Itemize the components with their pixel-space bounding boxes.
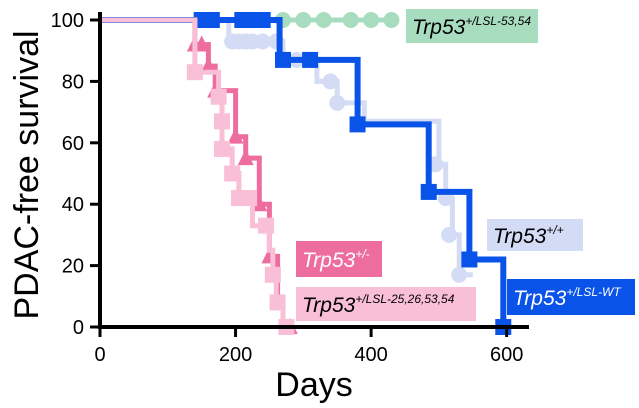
legend-label: Trp53+/LSL-WT [513, 285, 622, 310]
x-tick-label: 0 [94, 344, 105, 366]
y-tick-label: 80 [62, 71, 84, 93]
survival-curve [100, 17, 507, 327]
series-4 [100, 17, 295, 335]
ticks: 0 200 400 600 0 20 40 60 80 100 [51, 10, 524, 366]
legend-box [296, 241, 382, 277]
censor-marker [329, 94, 346, 111]
legend-item: Trp53+/LSL-WT [507, 279, 635, 315]
legend-box [296, 287, 476, 321]
legend-box [487, 219, 583, 251]
censor-marker [241, 12, 258, 28]
censor-marker [224, 165, 241, 182]
y-tick-label: 0 [73, 317, 84, 339]
censor-marker [186, 64, 203, 81]
censor-marker [451, 266, 468, 283]
x-axis-title: Days [275, 366, 352, 404]
x-tick-label: 200 [219, 344, 252, 366]
legend-genotype: +/- [355, 247, 369, 261]
legend-item: Trp53+/+ [487, 219, 583, 251]
censor-marker [264, 266, 281, 283]
censor-marker [214, 113, 230, 130]
y-tick-label: 20 [62, 256, 84, 278]
series-layer [100, 12, 512, 335]
censor-marker [251, 195, 268, 212]
censor-marker [241, 190, 258, 207]
censor-marker [258, 217, 275, 234]
censor-marker [441, 226, 458, 243]
legend-label: Trp53+/LSL-25,26,53,54 [302, 292, 455, 317]
censor-marker [203, 12, 220, 28]
censor-marker [322, 73, 339, 90]
legend-box [406, 9, 538, 43]
legend-genotype: +/+ [546, 223, 563, 237]
censor-marker [275, 51, 291, 68]
censor-marker [237, 149, 254, 166]
censor-marker [363, 12, 380, 28]
y-tick-label: 100 [51, 10, 84, 32]
legend-gene: Trp53 [493, 225, 547, 248]
censor-marker [254, 33, 271, 50]
legend-genotype: +/LSL-WT [566, 285, 622, 299]
censor-marker [342, 12, 359, 28]
censor-marker [461, 251, 478, 268]
legend: Trp53+/LSL-53,54Trp53+/+Trp53+/LSL-WTTrp… [296, 9, 635, 321]
y-axis-title: PDAC-free survival [8, 30, 46, 319]
censor-marker [193, 35, 210, 52]
legend-label: Trp53+/- [302, 247, 370, 272]
censor-marker [349, 116, 366, 133]
y-tick-label: 40 [62, 194, 84, 216]
legend-item: Trp53+/LSL-25,26,53,54 [296, 287, 476, 321]
censor-marker [210, 88, 227, 105]
y-tick-label: 60 [62, 133, 84, 155]
legend-label: Trp53+/+ [493, 223, 564, 248]
censor-marker [269, 294, 286, 311]
censor-marker [227, 127, 244, 144]
censor-marker [420, 183, 437, 200]
censor-marker [383, 12, 400, 28]
x-tick-label: 600 [490, 344, 523, 366]
censor-marker [302, 51, 319, 68]
legend-gene: Trp53 [513, 287, 567, 310]
axes [98, 12, 529, 329]
legend-item: Trp53+/- [296, 241, 382, 277]
legend-gene: Trp53 [302, 249, 356, 272]
legend-genotype: +/LSL-53,54 [465, 14, 531, 28]
censor-marker [200, 57, 217, 74]
censor-marker [295, 12, 312, 28]
x-tick-label: 400 [354, 344, 387, 366]
censor-marker [254, 12, 271, 28]
legend-genotype: +/LSL-25,26,53,54 [355, 292, 454, 306]
legend-gene: Trp53 [302, 294, 356, 317]
legend-box [507, 279, 635, 315]
censor-marker [214, 140, 230, 157]
censor-marker [315, 12, 332, 28]
series-2 [100, 12, 512, 335]
legend-label: Trp53+/LSL-53,54 [412, 14, 531, 39]
legend-gene: Trp53 [412, 16, 466, 39]
legend-item: Trp53+/LSL-53,54 [406, 9, 538, 43]
